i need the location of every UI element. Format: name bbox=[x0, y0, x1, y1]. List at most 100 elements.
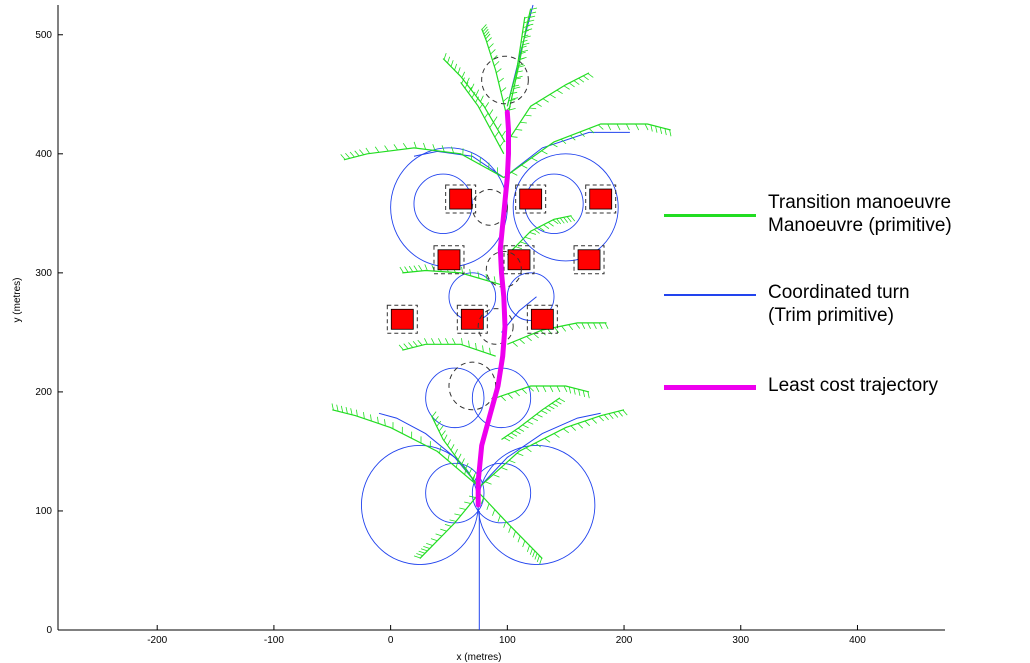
transition-feather bbox=[500, 395, 506, 402]
transition-feather bbox=[413, 265, 418, 272]
transition-feather bbox=[489, 121, 494, 128]
transition-feather bbox=[581, 322, 586, 330]
transition-feather bbox=[486, 503, 490, 510]
transition-branch bbox=[481, 28, 508, 119]
x-tick-label: 100 bbox=[499, 635, 516, 646]
transition-feather bbox=[512, 531, 516, 538]
transition-feather bbox=[548, 405, 555, 410]
transition-feather bbox=[524, 114, 532, 117]
trim-arc bbox=[425, 367, 485, 429]
transition-feather bbox=[349, 151, 355, 158]
transition-feather bbox=[464, 82, 469, 89]
obstacle bbox=[577, 249, 601, 271]
transition-feather bbox=[399, 266, 404, 273]
transition-feather bbox=[408, 342, 414, 348]
y-tick-label: 200 bbox=[35, 387, 52, 398]
transition-feather bbox=[501, 130, 506, 137]
dashed-circle bbox=[477, 308, 514, 345]
transition-feather bbox=[438, 425, 444, 432]
transition-feather bbox=[510, 136, 518, 138]
transition-feather bbox=[558, 398, 566, 403]
transition-feather bbox=[444, 523, 452, 527]
transition-feather bbox=[579, 131, 585, 137]
obstacle bbox=[449, 188, 473, 210]
transition-feather bbox=[593, 322, 597, 330]
transition-feather bbox=[365, 147, 370, 154]
transition-feather bbox=[587, 73, 594, 78]
transition-feather bbox=[484, 102, 490, 109]
transition-feather bbox=[533, 333, 539, 339]
transition-feather bbox=[469, 495, 476, 498]
y-tick-label: 100 bbox=[35, 506, 52, 517]
transition-feather bbox=[533, 229, 540, 234]
transition-feather bbox=[526, 23, 534, 27]
transition-feather bbox=[468, 340, 470, 348]
obstacle-boundary bbox=[433, 245, 465, 275]
transition-feather bbox=[480, 497, 484, 504]
transition-feather bbox=[475, 342, 477, 350]
transition-feather bbox=[544, 438, 551, 443]
transition-feather bbox=[408, 265, 414, 272]
transition-feather bbox=[536, 413, 543, 418]
trim-arc bbox=[512, 153, 619, 262]
transition-feather bbox=[517, 535, 521, 543]
transition-feather bbox=[570, 425, 576, 431]
transition-feather bbox=[551, 143, 558, 148]
transition-feather bbox=[345, 152, 351, 159]
transition-feather bbox=[485, 273, 488, 281]
transition-feather bbox=[515, 129, 523, 131]
transition-feather bbox=[542, 385, 547, 393]
transition-branch bbox=[495, 385, 590, 399]
transition-feather bbox=[566, 216, 572, 223]
x-tick-label: 200 bbox=[616, 635, 633, 646]
transition-feather bbox=[445, 338, 449, 345]
transition-feather bbox=[650, 124, 653, 132]
transition-branch bbox=[506, 215, 572, 256]
transition-feather bbox=[455, 460, 459, 468]
transition-feather bbox=[525, 447, 532, 453]
transition-feather bbox=[511, 97, 519, 100]
transition-feather bbox=[475, 89, 480, 96]
axes: -200 -100 0 100 200 300 400 0 100 200 300 400 500 bbox=[35, 5, 945, 646]
transition-feather bbox=[508, 99, 516, 102]
transition-feather bbox=[363, 411, 365, 419]
transition-feather bbox=[354, 150, 360, 157]
transition-feather bbox=[500, 87, 507, 93]
transition-feather bbox=[403, 343, 409, 350]
transition-feather bbox=[532, 550, 536, 558]
transition-feather bbox=[440, 528, 447, 532]
transition-feather bbox=[447, 453, 450, 461]
transition-feather bbox=[582, 75, 589, 81]
transition-feather bbox=[524, 236, 532, 240]
transition-feather bbox=[485, 33, 491, 40]
transition-feather bbox=[384, 145, 389, 152]
transition-feather bbox=[508, 526, 512, 533]
transition-feather bbox=[598, 322, 603, 330]
transition-feather bbox=[377, 416, 379, 424]
transition-feather bbox=[502, 96, 509, 102]
transition-feather bbox=[584, 420, 591, 427]
transition-feather bbox=[556, 218, 562, 225]
transition-feather bbox=[426, 543, 433, 546]
transition-feather bbox=[497, 123, 502, 130]
transition-feather bbox=[398, 344, 404, 351]
transition-feather bbox=[521, 49, 529, 53]
transition-feather bbox=[539, 557, 543, 565]
transition-feather bbox=[441, 430, 446, 437]
trim-arc bbox=[506, 272, 555, 321]
transition-feather bbox=[436, 420, 442, 427]
transition-feather bbox=[340, 405, 344, 413]
transition-feather bbox=[481, 24, 487, 30]
transition-feather bbox=[493, 61, 500, 67]
transition-feather bbox=[541, 410, 548, 414]
obstacle bbox=[589, 188, 613, 210]
transition-feather bbox=[488, 109, 494, 116]
transition-feather bbox=[466, 77, 470, 85]
transition-feather bbox=[459, 507, 466, 510]
transition-feather bbox=[486, 37, 492, 43]
transition-feather bbox=[499, 140, 505, 147]
x-tick-label: 400 bbox=[849, 635, 866, 646]
transition-feather bbox=[544, 407, 552, 412]
transition-feather bbox=[471, 91, 476, 99]
transition-feather bbox=[520, 121, 527, 124]
